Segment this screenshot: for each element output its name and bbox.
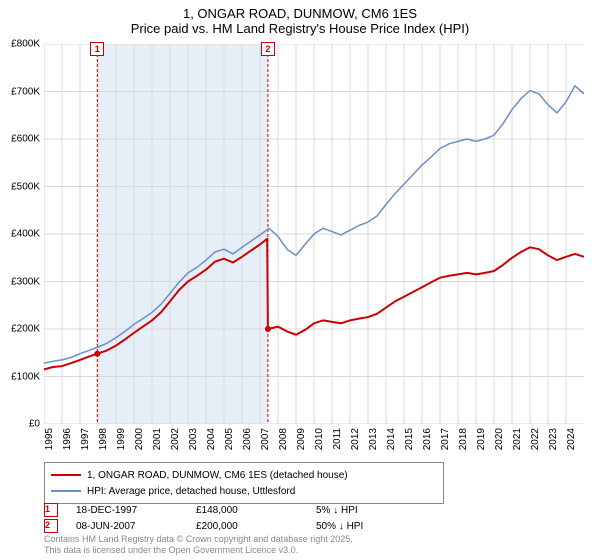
footer-line-1: Contains HM Land Registry data © Crown c… (44, 534, 353, 545)
y-tick-label: £200K (0, 324, 40, 335)
x-tick-label: 2008 (278, 428, 289, 450)
x-tick-label: 1997 (80, 428, 91, 450)
y-tick-label: £400K (0, 229, 40, 240)
x-tick-label: 2002 (170, 428, 181, 450)
x-tick-label: 2018 (458, 428, 469, 450)
chart-container: 1, ONGAR ROAD, DUNMOW, CM6 1ES Price pai… (0, 0, 600, 560)
x-tick-label: 2004 (206, 428, 217, 450)
x-tick-label: 2009 (296, 428, 307, 450)
sale-marker-badge: 2 (261, 42, 275, 56)
y-tick-label: £800K (0, 39, 40, 50)
x-tick-label: 2017 (440, 428, 451, 450)
sale-marker-badge: 1 (90, 42, 104, 56)
y-tick-label: £600K (0, 134, 40, 145)
sale-marker-2: 2 (44, 519, 58, 533)
sale-date-1: 18-DEC-1997 (76, 505, 196, 516)
x-tick-label: 1995 (44, 428, 55, 450)
sale-delta-2: 50% ↓ HPI (316, 521, 436, 532)
x-tick-label: 2012 (350, 428, 361, 450)
y-tick-label: £0 (0, 419, 40, 430)
x-tick-label: 1999 (116, 428, 127, 450)
x-tick-label: 2016 (422, 428, 433, 450)
x-tick-label: 2024 (566, 428, 577, 450)
x-tick-label: 2007 (260, 428, 271, 450)
y-tick-label: £300K (0, 276, 40, 287)
legend-item-property: 1, ONGAR ROAD, DUNMOW, CM6 1ES (detached… (51, 467, 437, 483)
x-tick-label: 2006 (242, 428, 253, 450)
sale-date-2: 08-JUN-2007 (76, 521, 196, 532)
y-tick-label: £100K (0, 371, 40, 382)
x-tick-label: 2011 (332, 428, 343, 450)
title-line-1: 1, ONGAR ROAD, DUNMOW, CM6 1ES (0, 6, 600, 21)
title-block: 1, ONGAR ROAD, DUNMOW, CM6 1ES Price pai… (0, 0, 600, 38)
x-tick-label: 2014 (386, 428, 397, 450)
x-tick-label: 1998 (98, 428, 109, 450)
x-tick-label: 2001 (152, 428, 163, 450)
x-tick-label: 2022 (530, 428, 541, 450)
sale-delta-1: 5% ↓ HPI (316, 505, 436, 516)
sale-row-2: 2 08-JUN-2007 £200,000 50% ↓ HPI (44, 518, 436, 534)
chart-area: £0£100K£200K£300K£400K£500K£600K£700K£80… (44, 44, 584, 424)
x-tick-label: 1996 (62, 428, 73, 450)
sale-price-2: £200,000 (196, 521, 316, 532)
legend-item-hpi: HPI: Average price, detached house, Uttl… (51, 483, 437, 499)
x-tick-label: 2021 (512, 428, 523, 450)
legend-swatch-property (51, 474, 81, 476)
title-line-2: Price paid vs. HM Land Registry's House … (0, 21, 600, 36)
x-tick-label: 2000 (134, 428, 145, 450)
x-tick-label: 2023 (548, 428, 559, 450)
x-tick-label: 2013 (368, 428, 379, 450)
legend-label-hpi: HPI: Average price, detached house, Uttl… (87, 486, 295, 497)
sales-table: 1 18-DEC-1997 £148,000 5% ↓ HPI 2 08-JUN… (44, 502, 436, 534)
x-tick-label: 2005 (224, 428, 235, 450)
sale-row-1: 1 18-DEC-1997 £148,000 5% ↓ HPI (44, 502, 436, 518)
chart-svg (44, 44, 584, 424)
legend: 1, ONGAR ROAD, DUNMOW, CM6 1ES (detached… (44, 462, 444, 504)
sale-marker-1: 1 (44, 503, 58, 517)
x-tick-label: 2010 (314, 428, 325, 450)
footer-line-2: This data is licensed under the Open Gov… (44, 545, 353, 556)
y-tick-label: £500K (0, 181, 40, 192)
sale-price-1: £148,000 (196, 505, 316, 516)
legend-label-property: 1, ONGAR ROAD, DUNMOW, CM6 1ES (detached… (87, 470, 348, 481)
footer: Contains HM Land Registry data © Crown c… (44, 534, 353, 556)
y-tick-label: £700K (0, 86, 40, 97)
x-tick-label: 2015 (404, 428, 415, 450)
x-tick-label: 2003 (188, 428, 199, 450)
x-tick-label: 2020 (494, 428, 505, 450)
legend-swatch-hpi (51, 490, 81, 492)
x-tick-label: 2019 (476, 428, 487, 450)
